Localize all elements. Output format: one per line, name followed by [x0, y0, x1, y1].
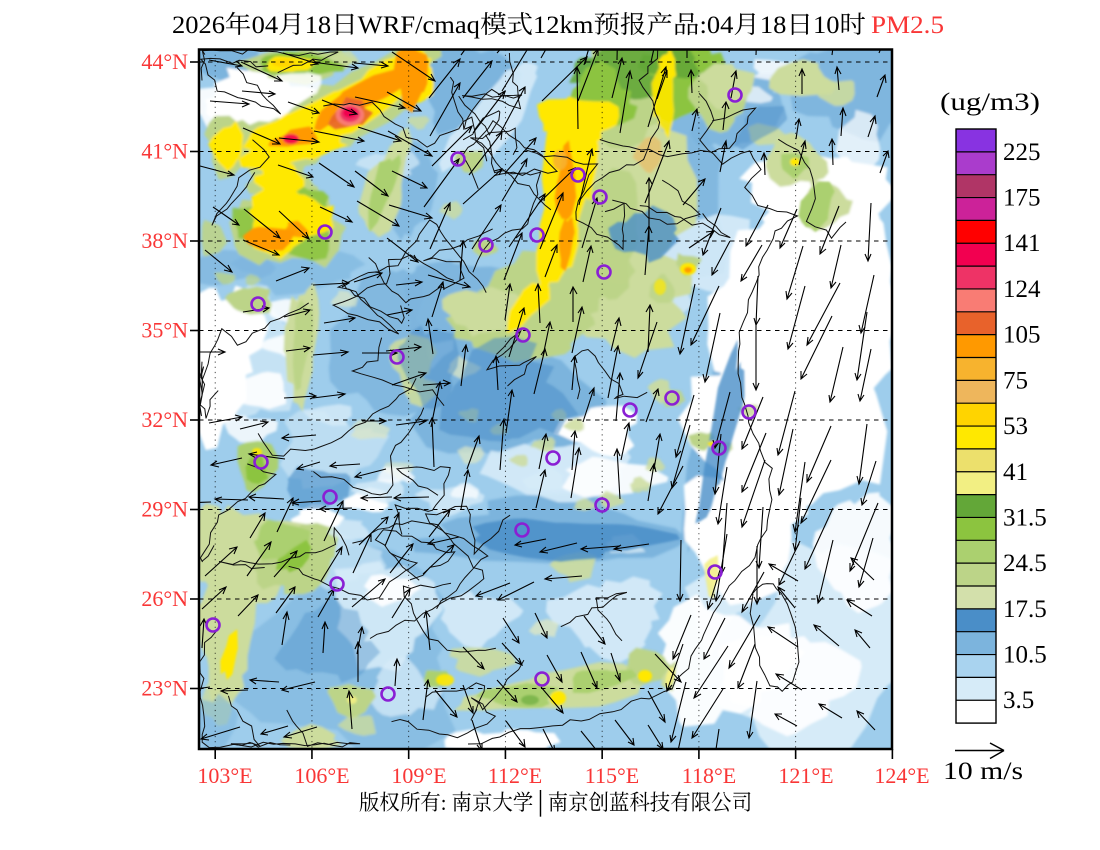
svg-text:41: 41	[1003, 452, 1028, 488]
svg-text:38°N: 38°N	[141, 224, 188, 255]
svg-text:103°E: 103°E	[197, 759, 252, 790]
svg-text:10 m/s: 10 m/s	[943, 751, 1023, 787]
svg-text:2026年04月18日WRF/cmaq模式12km预报产品:: 2026年04月18日WRF/cmaq模式12km预报产品:04月18日10时	[172, 5, 866, 41]
svg-text:(ug/m3): (ug/m3)	[940, 82, 1040, 118]
svg-text:29°N: 29°N	[141, 493, 188, 524]
svg-text:106°E: 106°E	[294, 759, 349, 790]
svg-text:118°E: 118°E	[682, 759, 736, 790]
svg-text:24.5: 24.5	[1003, 543, 1047, 579]
svg-text:121°E: 121°E	[778, 759, 833, 790]
svg-text:124°E: 124°E	[874, 759, 929, 790]
svg-text:141: 141	[1003, 223, 1041, 259]
svg-text:PM2.5: PM2.5	[871, 5, 944, 41]
svg-text:31.5: 31.5	[1003, 498, 1047, 534]
svg-text:35°N: 35°N	[141, 314, 188, 345]
svg-text:225: 225	[1003, 132, 1041, 168]
svg-text:41°N: 41°N	[141, 135, 188, 166]
svg-text:75: 75	[1003, 360, 1028, 396]
svg-text:53: 53	[1003, 406, 1028, 442]
svg-text:112°E: 112°E	[488, 759, 542, 790]
svg-text:17.5: 17.5	[1003, 589, 1047, 625]
svg-text:44°N: 44°N	[141, 45, 188, 76]
svg-text:23°N: 23°N	[141, 672, 188, 703]
svg-text:10.5: 10.5	[1003, 635, 1047, 671]
svg-text:32°N: 32°N	[141, 403, 188, 434]
svg-text:175: 175	[1003, 178, 1041, 214]
svg-text:109°E: 109°E	[391, 759, 446, 790]
svg-text:115°E: 115°E	[585, 759, 639, 790]
svg-text:版权所有: 南京大学│南京创蓝科技有限公司: 版权所有: 南京大学│南京创蓝科技有限公司	[359, 786, 752, 817]
svg-text:124: 124	[1003, 269, 1041, 305]
svg-text:105: 105	[1003, 315, 1041, 351]
svg-text:3.5: 3.5	[1003, 680, 1034, 716]
svg-text:26°N: 26°N	[141, 582, 188, 613]
